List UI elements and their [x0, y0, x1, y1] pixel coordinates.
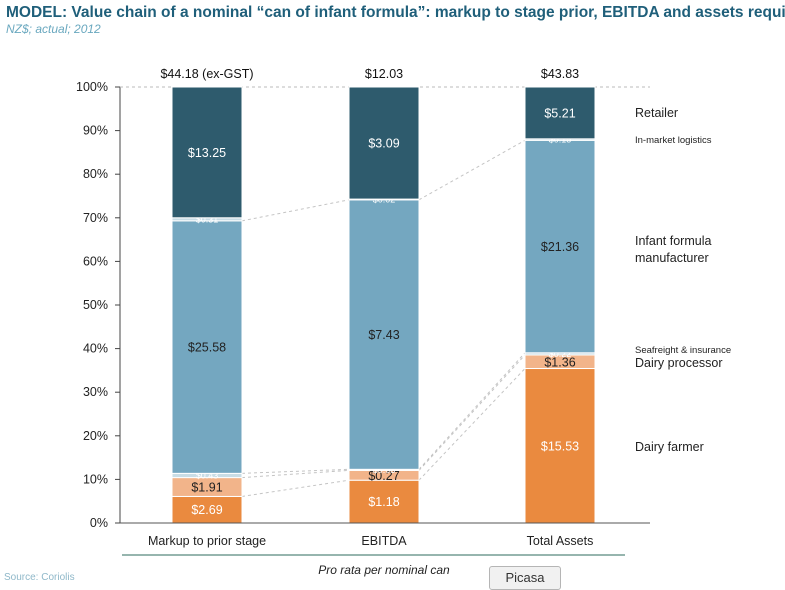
- y-tick-label: 10%: [83, 472, 108, 486]
- y-tick-label: 100%: [76, 80, 108, 94]
- x-category-label: EBITDA: [361, 534, 407, 548]
- data-label: $0.31: [196, 214, 219, 224]
- bar-total-label: $12.03: [365, 67, 403, 81]
- bar-segment: [348, 479, 420, 524]
- data-label: $0.22: [549, 349, 572, 359]
- legend-in-market-logistics: In-market logistics: [635, 135, 712, 146]
- picasa-button[interactable]: Picasa: [489, 566, 561, 590]
- x-category-label: Markup to prior stage: [148, 534, 266, 548]
- data-label: $25.58: [188, 341, 226, 355]
- connector-line: [241, 199, 350, 222]
- connector-line: [418, 139, 526, 201]
- data-label: $2.69: [191, 503, 222, 517]
- y-tick-label: 0%: [90, 516, 108, 530]
- y-tick-label: 40%: [83, 342, 108, 356]
- y-tick-label: 50%: [83, 298, 108, 312]
- connector-line: [418, 352, 526, 470]
- y-tick-label: 70%: [83, 211, 108, 225]
- bar-segment: [348, 199, 420, 470]
- data-label: $13.25: [188, 146, 226, 160]
- data-label: $3.09: [368, 137, 399, 151]
- data-label: $1.91: [191, 481, 222, 495]
- y-tick-label: 90%: [83, 124, 108, 138]
- data-label: $1.36: [544, 355, 575, 369]
- legend-seafreight: Seafreight & insurance: [635, 345, 731, 356]
- data-label: $21.36: [541, 240, 579, 254]
- bar-segment: [348, 86, 420, 200]
- connector-line: [418, 368, 526, 481]
- legend-retailer: Retailer: [635, 106, 678, 120]
- y-tick-label: 20%: [83, 429, 108, 443]
- x-category-label: Total Assets: [527, 534, 594, 548]
- bar-segment: [524, 139, 596, 354]
- source-note: Source: Coriolis: [4, 572, 75, 583]
- connector-line: [241, 479, 350, 497]
- data-label: $5.21: [544, 106, 575, 120]
- data-label: $15.53: [541, 439, 579, 453]
- bar-segment: [171, 495, 243, 524]
- data-label: $7.43: [368, 328, 399, 342]
- legend-infant-formula-manufacturer: Infant formula manufacturer: [635, 234, 711, 265]
- legend-dairy-processor: Dairy processor: [635, 356, 723, 370]
- legend-dairy-farmer: Dairy farmer: [635, 440, 704, 454]
- y-tick-label: 30%: [83, 385, 108, 399]
- chart-title: MODEL: Value chain of a nominal “can of …: [6, 4, 785, 21]
- bar-total-label: $43.83: [541, 67, 579, 81]
- chart-subtitle: NZ$; actual; 2012: [6, 22, 101, 36]
- y-tick-label: 60%: [83, 254, 108, 268]
- data-label: $0.15: [549, 135, 572, 145]
- bar-segment: [524, 86, 596, 140]
- data-label: $0.43: [196, 470, 219, 480]
- x-axis-title: Pro rata per nominal can: [318, 563, 450, 577]
- y-tick-label: 80%: [83, 167, 108, 181]
- bar-segment: [171, 86, 243, 219]
- connector-line: [241, 469, 350, 479]
- bar-total-label: $44.18 (ex-GST): [160, 67, 253, 81]
- data-label: $0.27: [368, 469, 399, 483]
- connector-line: [418, 354, 526, 471]
- data-label: $1.18: [368, 495, 399, 509]
- data-label: $0.03: [373, 465, 396, 475]
